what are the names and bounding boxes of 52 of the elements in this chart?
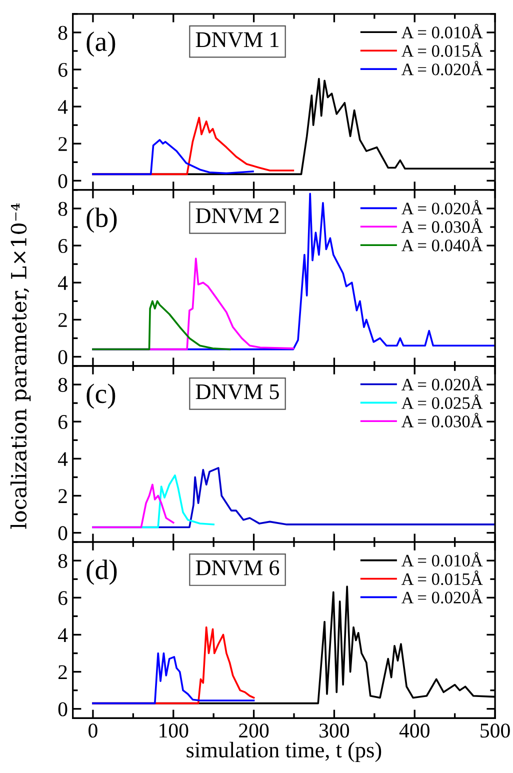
legend-label: A = 0.025Å <box>401 394 483 410</box>
y-tick-label: 6 <box>58 591 68 606</box>
annotation: DNVM 6 <box>196 560 280 576</box>
legend-label: A = 0.020Å <box>401 200 483 215</box>
legend-label: A = 0.010Å <box>401 24 483 38</box>
x-tick-label: 200 <box>239 724 269 738</box>
legend-label: A = 0.020Å <box>401 376 483 391</box>
annotation: DNVM 2 <box>196 208 279 224</box>
legend-label: A = 0.010Å <box>401 552 483 567</box>
legend-label: A = 0.015Å <box>401 570 483 586</box>
y-tick-label: 2 <box>58 665 67 680</box>
x-tick-label: 100 <box>160 724 188 738</box>
y-tick-label: 8 <box>58 378 68 392</box>
legend-label: A = 0.030Å <box>401 412 483 428</box>
y-tick-label: 0 <box>58 526 68 540</box>
y-tick-label: 2 <box>58 137 67 151</box>
y-tick-label: 6 <box>58 62 68 77</box>
annotation: (a) <box>86 32 116 57</box>
y-tick-label: 8 <box>58 554 68 568</box>
y-axis-title: localization parameter, L×10⁻⁴ <box>10 203 31 529</box>
y-tick-label: 4 <box>58 452 68 466</box>
annotation: DNVM 5 <box>196 384 279 400</box>
legend-label: A = 0.015Å <box>401 42 483 57</box>
line-series <box>92 652 255 704</box>
y-tick-label: 6 <box>58 415 68 430</box>
y-tick-label: 4 <box>58 100 68 114</box>
line-series <box>92 484 174 528</box>
y-tick-label: 6 <box>58 238 68 253</box>
annotation: (b) <box>86 208 117 233</box>
x-tick-label: 500 <box>480 724 510 738</box>
legend-label: A = 0.020Å <box>401 60 483 76</box>
annotation: DNVM 1 <box>196 32 278 48</box>
y-tick-label: 4 <box>58 276 68 290</box>
line-series <box>92 300 231 350</box>
x-tick-label: 0 <box>88 724 98 738</box>
y-tick-label: 2 <box>58 489 67 503</box>
y-tick-label: 4 <box>58 628 68 642</box>
legend-label: A = 0.040Å <box>401 236 483 252</box>
y-tick-label: 2 <box>58 313 67 327</box>
y-tick-label: 0 <box>58 702 68 716</box>
y-tick-label: 8 <box>58 26 68 40</box>
legend-label: A = 0.020Å <box>401 588 483 604</box>
annotation: (d) <box>86 560 117 585</box>
x-axis-title: simulation time, t (ps) <box>186 742 382 762</box>
legend-label: A = 0.030Å <box>401 218 483 233</box>
x-tick-label: 300 <box>320 724 350 738</box>
x-tick-label: 400 <box>399 724 430 738</box>
annotation: (c) <box>86 384 116 409</box>
line-series <box>92 139 254 176</box>
y-tick-label: 0 <box>58 350 68 364</box>
y-tick-label: 0 <box>58 174 68 188</box>
y-tick-label: 8 <box>58 202 68 216</box>
